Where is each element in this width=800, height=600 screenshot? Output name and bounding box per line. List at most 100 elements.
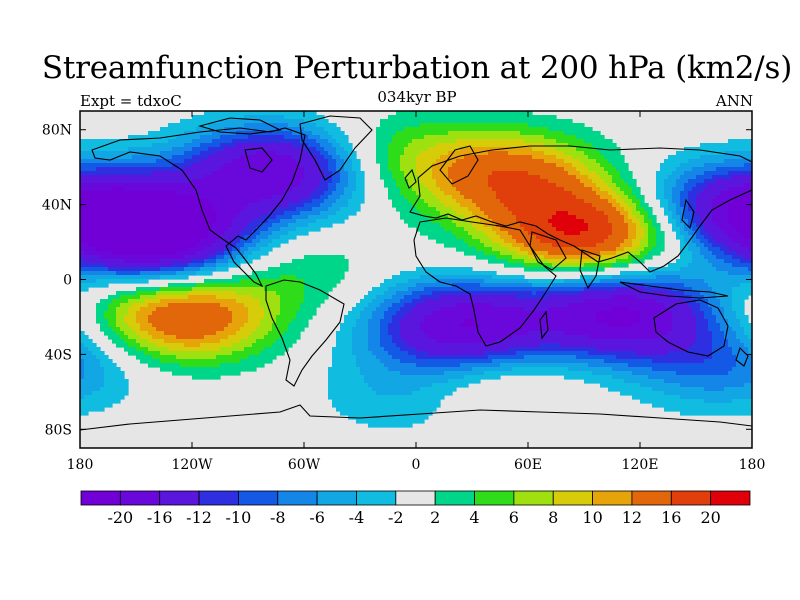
field-cell [148,195,153,200]
field-cell [284,175,289,180]
field-cell [96,255,101,260]
field-cell [680,195,685,200]
field-cell [188,139,193,144]
field-cell [264,163,269,168]
field-cell [532,115,537,120]
field-cell [568,127,573,132]
field-cell [528,207,533,212]
field-cell [128,247,133,252]
field-cell [740,203,745,208]
field-cell [240,143,245,148]
field-cell [532,139,537,144]
field-cell [208,175,213,180]
field-cell [560,119,565,124]
field-cell [380,163,385,168]
field-cell [520,203,525,208]
field-cell [260,227,265,232]
field-cell [680,155,685,160]
field-cell [200,243,205,248]
field-cell [196,219,201,224]
field-cell [128,155,133,160]
field-cell [148,155,153,160]
field-cell [624,199,629,204]
field-cell [484,139,489,144]
field-cell [240,135,245,140]
field-cell [564,179,569,184]
field-cell [644,227,649,232]
field-cell [304,115,309,120]
field-cell [256,207,261,212]
field-cell [200,211,205,216]
field-cell [600,243,605,248]
field-cell [700,211,705,216]
field-cell [100,203,105,208]
field-cell [332,255,337,260]
field-cell [732,171,737,176]
field-cell [128,243,133,248]
field-cell [516,111,521,116]
field-cell [672,191,677,196]
field-cell [244,119,249,124]
field-cell [532,199,537,204]
field-cell [724,239,729,244]
field-cell [132,247,137,252]
field-cell [148,187,153,192]
field-cell [124,167,129,172]
field-cell [212,151,217,156]
field-cell [92,167,97,172]
field-cell [468,151,473,156]
field-cell [116,175,121,180]
field-cell [472,143,477,148]
field-cell [492,219,497,224]
field-cell [560,235,565,240]
field-cell [584,251,589,256]
field-cell [440,223,445,228]
field-cell [540,147,545,152]
field-cell [212,183,217,188]
field-cell [544,239,549,244]
field-cell [740,239,745,244]
field-cell [664,167,669,172]
field-cell [556,227,561,232]
field-cell [296,123,301,128]
field-cell [496,135,501,140]
field-cell [596,211,601,216]
field-cell [172,227,177,232]
field-cell [320,187,325,192]
field-cell [396,187,401,192]
field-cell [644,231,649,236]
field-cell [352,163,357,168]
field-cell [464,227,469,232]
field-cell [520,235,525,240]
field-cell [664,159,669,164]
field-cell [548,243,553,248]
field-cell [216,167,221,172]
field-cell [568,119,573,124]
field-cell [416,215,421,220]
field-cell [608,171,613,176]
field-cell [204,139,209,144]
field-cell [80,179,85,184]
field-cell [236,255,241,260]
field-cell [408,223,413,228]
field-cell [516,159,521,164]
field-cell [612,171,617,176]
field-cell [540,119,545,124]
field-cell [136,195,141,200]
field-cell [244,239,249,244]
field-cell [504,195,509,200]
field-cell [524,199,529,204]
field-cell [508,211,513,216]
field-cell [572,239,577,244]
field-cell [568,219,573,224]
field-cell [304,183,309,188]
field-cell [308,155,313,160]
field-cell [324,211,329,216]
field-cell [84,151,89,156]
field-cell [180,179,185,184]
field-cell [740,207,745,212]
field-cell [140,155,145,160]
field-cell [724,203,729,208]
field-cell [444,115,449,120]
field-cell [136,251,141,256]
